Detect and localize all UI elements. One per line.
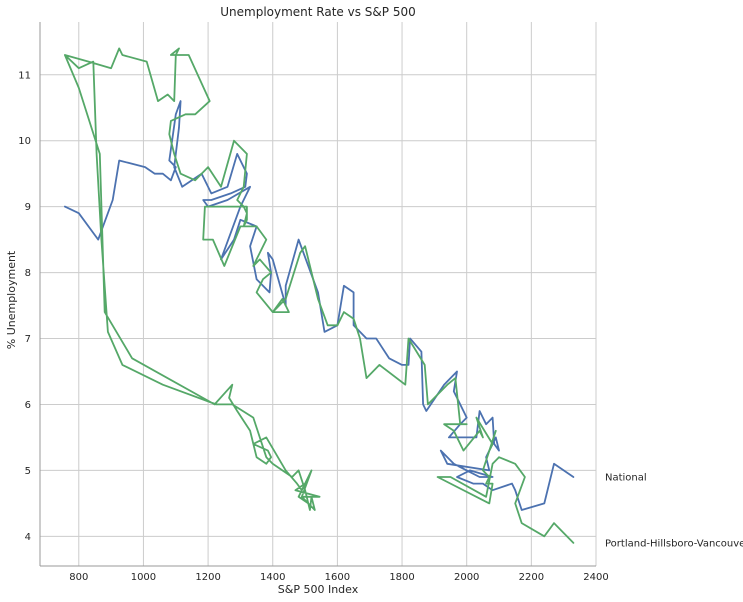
series-layer	[64, 47, 575, 544]
x-tick-label: 1800	[389, 572, 414, 583]
y-tick-label: 5	[25, 466, 31, 477]
x-tick-label: 1600	[325, 572, 350, 583]
y-tick-label: 10	[18, 136, 31, 147]
x-tick-label: 1400	[260, 572, 285, 583]
y-tick-label: 11	[18, 70, 31, 81]
y-axis-label: % Unemployment	[5, 250, 18, 349]
x-tick-label: 800	[69, 572, 88, 583]
series-label-portland-hillsboro-vancouver: Portland-Hillsboro-Vancouver	[605, 538, 743, 549]
y-tick-label: 6	[25, 400, 31, 411]
x-tick-label: 1000	[131, 572, 156, 583]
grid	[40, 22, 597, 566]
y-tick-label: 8	[25, 268, 31, 279]
x-tick-label: 1200	[195, 572, 220, 583]
series-line-national	[64, 100, 575, 511]
chart-title: Unemployment Rate vs S&P 500	[220, 5, 415, 19]
x-tick-label: 2400	[583, 572, 608, 583]
x-axis-label: S&P 500 Index	[278, 583, 359, 596]
x-tick-label: 2200	[519, 572, 544, 583]
axes: 800 1000 1200 1400 1600 1800 2000 2200 2400 4 5 6 7 8…	[18, 22, 609, 583]
series-line-portland-hillsboro-vancouver	[64, 47, 575, 544]
y-tick-label: 4	[25, 532, 31, 543]
y-tick-label: 7	[25, 334, 31, 345]
y-tick-label: 9	[25, 202, 31, 213]
series-labels: National Portland-Hillsboro-Vancouver	[605, 472, 743, 549]
series-label-national: National	[605, 472, 647, 483]
x-tick-label: 2000	[454, 572, 479, 583]
